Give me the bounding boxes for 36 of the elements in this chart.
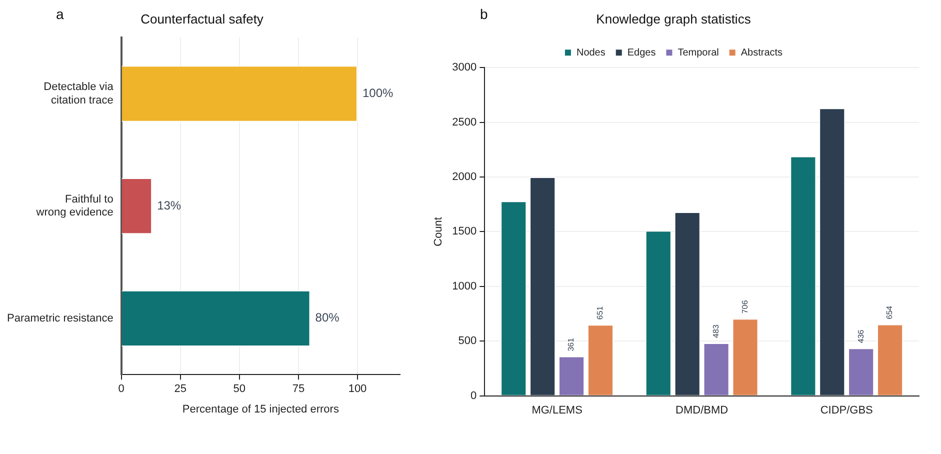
x-tick-label: DMD/BMD (676, 404, 728, 416)
x-tick-label: 75 (292, 383, 305, 396)
chart-title: Counterfactual safety (140, 11, 264, 26)
y-tick-label: 3000 (452, 62, 477, 74)
legend-label: Edges (627, 47, 656, 58)
data-label: 361 (566, 337, 576, 352)
data-label: 436 (856, 329, 866, 344)
x-tick-label: 50 (233, 383, 246, 396)
data-label: 483 (712, 324, 721, 338)
x-tick-label: CIDP/GBS (820, 404, 873, 416)
data-label: 100% (362, 86, 394, 100)
y-axis-title: Count (432, 217, 445, 246)
data-label: 13% (157, 198, 182, 212)
x-axis-title: Percentage of 15 injected errors (182, 403, 340, 416)
data-label: 654 (885, 305, 894, 320)
y-tick-label: 500 (458, 335, 477, 348)
legend-label: Nodes (576, 47, 606, 58)
legend-label: Abstracts (740, 47, 783, 58)
x-tick-label: 100 (348, 383, 367, 396)
x-tick-label: 0 (118, 383, 124, 396)
legend-label: Temporal (678, 47, 719, 58)
text: b (480, 6, 488, 22)
y-tick-label: 1000 (452, 280, 477, 292)
x-tick-label: MG/LEMS (532, 404, 582, 416)
data-label: 706 (740, 300, 750, 314)
data-label: 651 (596, 306, 605, 320)
chart-title: Knowledge graph statistics (596, 11, 752, 26)
y-tick-label: Faithful to wrong evidence (35, 194, 114, 219)
x-tick-label: 25 (174, 383, 187, 396)
y-tick-label: 1500 (452, 226, 477, 238)
y-tick-label: 2500 (452, 116, 477, 128)
y-tick-label: Parametric resistance (6, 312, 114, 324)
y-tick-label: 2000 (452, 171, 477, 184)
text: a (56, 6, 64, 22)
data-label: 80% (315, 310, 340, 325)
y-tick-label: Detectable via citation trace (44, 81, 114, 106)
